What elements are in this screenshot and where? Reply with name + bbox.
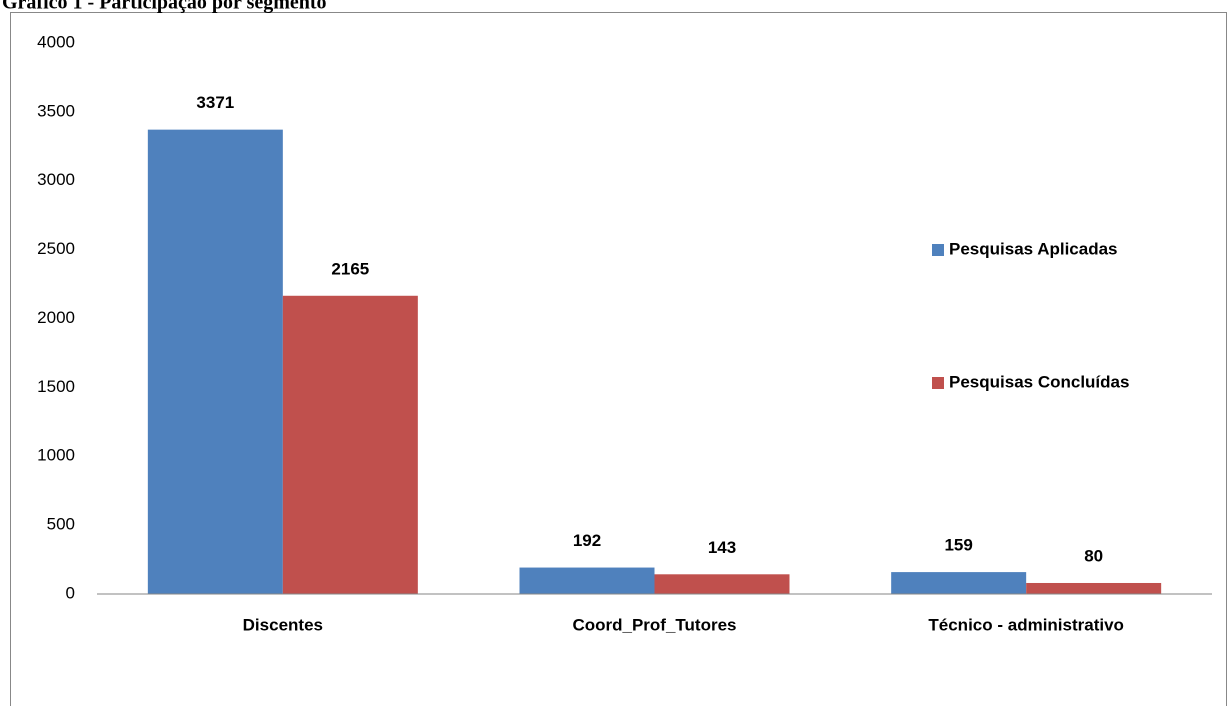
x-tick-label: Coord_Prof_Tutores (572, 615, 736, 634)
bar (147, 129, 283, 594)
x-tick-label: Discentes (243, 615, 323, 634)
data-label: 3371 (196, 93, 234, 112)
bar (519, 567, 655, 594)
legend-swatch (932, 244, 944, 256)
y-tick-label: 500 (47, 515, 75, 534)
y-tick-label: 2500 (37, 239, 75, 258)
bar (891, 572, 1027, 594)
legend-label: Pesquisas Aplicadas (949, 239, 1118, 258)
data-label: 159 (944, 536, 972, 555)
y-tick-label: 4000 (37, 32, 75, 51)
y-tick-label: 0 (66, 583, 75, 602)
bar (654, 574, 790, 594)
bar (282, 295, 418, 594)
y-tick-label: 3000 (37, 170, 75, 189)
legend-label: Pesquisas Concluídas (949, 372, 1129, 391)
y-tick-label: 3500 (37, 101, 75, 120)
legend-swatch (932, 377, 944, 389)
y-tick-label: 1000 (37, 446, 75, 465)
data-label: 143 (708, 538, 736, 557)
title-background (0, 0, 1229, 12)
y-tick-label: 1500 (37, 377, 75, 396)
data-label: 80 (1084, 546, 1103, 565)
chart-title: Gráfico 1 - Participação por segmento (2, 0, 327, 14)
data-label: 2165 (331, 259, 369, 278)
y-tick-label: 2000 (37, 308, 75, 327)
bar (1026, 582, 1162, 594)
data-label: 192 (573, 531, 601, 550)
x-tick-label: Técnico - administrativo (928, 615, 1124, 634)
